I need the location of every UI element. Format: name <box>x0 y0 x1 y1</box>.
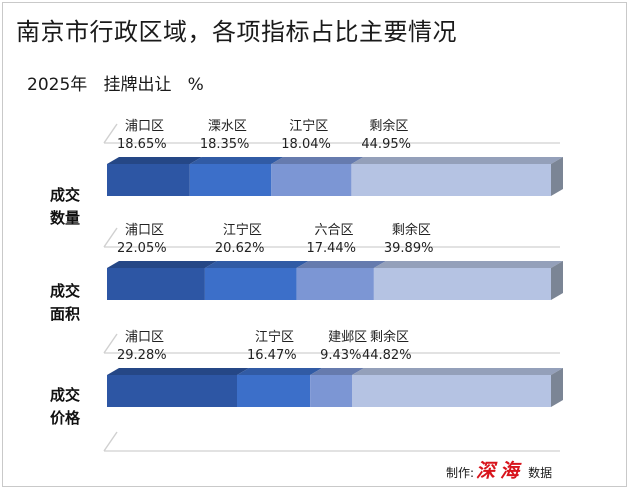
segment-value-2-1: 16.47% <box>247 348 297 363</box>
chart-title: 南京市行政区域，各项指标占比主要情况 <box>16 18 457 46</box>
segment-value-0-0: 18.65% <box>117 137 167 152</box>
segment-name-2-1: 江宁区 <box>255 329 294 345</box>
bar-top-0-1 <box>189 157 284 164</box>
credit-brand-logo: 深海 <box>476 460 525 482</box>
segment-name-2-0: 浦口区 <box>125 330 164 345</box>
bar-top-0-2 <box>271 157 364 164</box>
bar-segment-1-1 <box>204 268 297 300</box>
credit-suffix: 数据 <box>528 466 553 480</box>
segment-name-2-2: 建邺区 <box>328 330 367 345</box>
bar-segment-0-3 <box>351 164 551 196</box>
bar-top-0-0 <box>107 157 202 164</box>
segment-value-2-2: 9.43% <box>320 348 361 363</box>
credit-prefix: 制作: <box>446 466 475 480</box>
floor-tick-0 <box>103 123 118 144</box>
floor-tick-3 <box>103 431 118 452</box>
segment-value-1-3: 39.89% <box>384 241 434 256</box>
bar-end-cap-2 <box>551 368 563 407</box>
bar-segment-2-1 <box>237 375 311 407</box>
bar-end-cap-1 <box>551 261 563 300</box>
bar-top-0-3 <box>351 157 563 164</box>
bar-segment-0-0 <box>107 164 190 196</box>
chart-subtitle: 2025年 挂牌出让 % <box>27 75 204 95</box>
segment-name-0-3: 剩余区 <box>369 118 408 134</box>
segment-value-0-1: 18.35% <box>200 137 250 152</box>
bar-segment-1-0 <box>107 268 205 300</box>
row-label-2-0: 成交 <box>50 386 80 404</box>
segment-name-1-3: 剩余区 <box>392 222 431 238</box>
bar-segment-0-1 <box>189 164 272 196</box>
bar-top-2-0 <box>107 368 250 375</box>
segment-name-1-0: 浦口区 <box>125 223 164 238</box>
segment-name-1-2: 六合区 <box>314 223 353 238</box>
floor-tick-1 <box>103 227 118 248</box>
bar-segment-2-0 <box>107 375 238 407</box>
segment-name-2-3: 剩余区 <box>370 329 409 345</box>
bar-top-1-0 <box>107 261 217 268</box>
bar-segment-1-2 <box>296 268 374 300</box>
bar-top-2-2 <box>310 368 364 375</box>
floor-tick-2 <box>103 333 118 354</box>
credit-line: 制作: 深海 数据 <box>446 456 552 483</box>
row-label-1-0: 成交 <box>50 282 80 300</box>
bar-segment-1-3 <box>373 268 551 300</box>
segment-name-0-2: 江宁区 <box>289 118 328 134</box>
row-label-0-1: 数量 <box>50 209 80 227</box>
bar-top-1-1 <box>204 261 309 268</box>
bar-segment-2-3 <box>351 375 551 407</box>
segment-value-1-2: 17.44% <box>306 241 356 256</box>
segment-value-2-0: 29.28% <box>117 348 167 363</box>
segment-value-0-3: 44.95% <box>361 137 411 152</box>
row-label-1-1: 面积 <box>50 305 80 323</box>
segment-value-1-0: 22.05% <box>117 241 167 256</box>
bar-end-cap-0 <box>551 157 563 196</box>
segment-value-2-3: 44.82% <box>362 348 412 363</box>
bar-top-2-3 <box>351 368 563 375</box>
bar-top-1-2 <box>296 261 386 268</box>
segment-name-0-0: 浦口区 <box>125 119 164 134</box>
segment-name-0-1: 溧水区 <box>208 119 247 134</box>
bar-segment-0-2 <box>271 164 352 196</box>
segment-value-0-2: 18.04% <box>281 137 331 152</box>
bar-segment-2-2 <box>310 375 352 407</box>
bar-top-2-1 <box>237 368 323 375</box>
segment-name-1-1: 江宁区 <box>223 222 262 238</box>
row-label-2-1: 价格 <box>50 409 81 427</box>
chart-frame <box>2 2 627 487</box>
row-label-0-0: 成交 <box>50 186 80 204</box>
segment-value-1-1: 20.62% <box>215 241 265 256</box>
bar-top-1-3 <box>373 261 563 268</box>
